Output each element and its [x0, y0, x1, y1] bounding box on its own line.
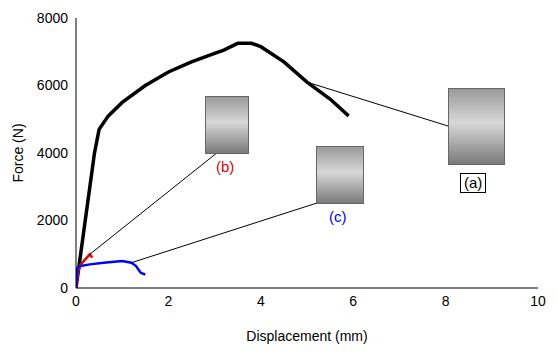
svg-text:2: 2 — [165, 293, 173, 309]
svg-text:2000: 2000 — [37, 212, 68, 228]
svg-text:10: 10 — [530, 293, 546, 309]
svg-text:0: 0 — [72, 293, 80, 309]
svg-text:6000: 6000 — [37, 77, 68, 93]
svg-text:6: 6 — [349, 293, 357, 309]
svg-text:4: 4 — [257, 293, 265, 309]
html-text:(c): (c) — [329, 208, 347, 225]
html-text:(b): (b) — [216, 158, 235, 175]
svg-text:4000: 4000 — [37, 145, 68, 161]
svg-text:Displacement (mm): Displacement (mm) — [246, 328, 367, 344]
html-text:(a): (a) — [464, 174, 483, 191]
svg-text:8: 8 — [442, 293, 450, 309]
svg-text:0: 0 — [60, 280, 68, 296]
svg-text:Force (N): Force (N) — [10, 123, 26, 182]
svg-text:8000: 8000 — [37, 10, 68, 26]
